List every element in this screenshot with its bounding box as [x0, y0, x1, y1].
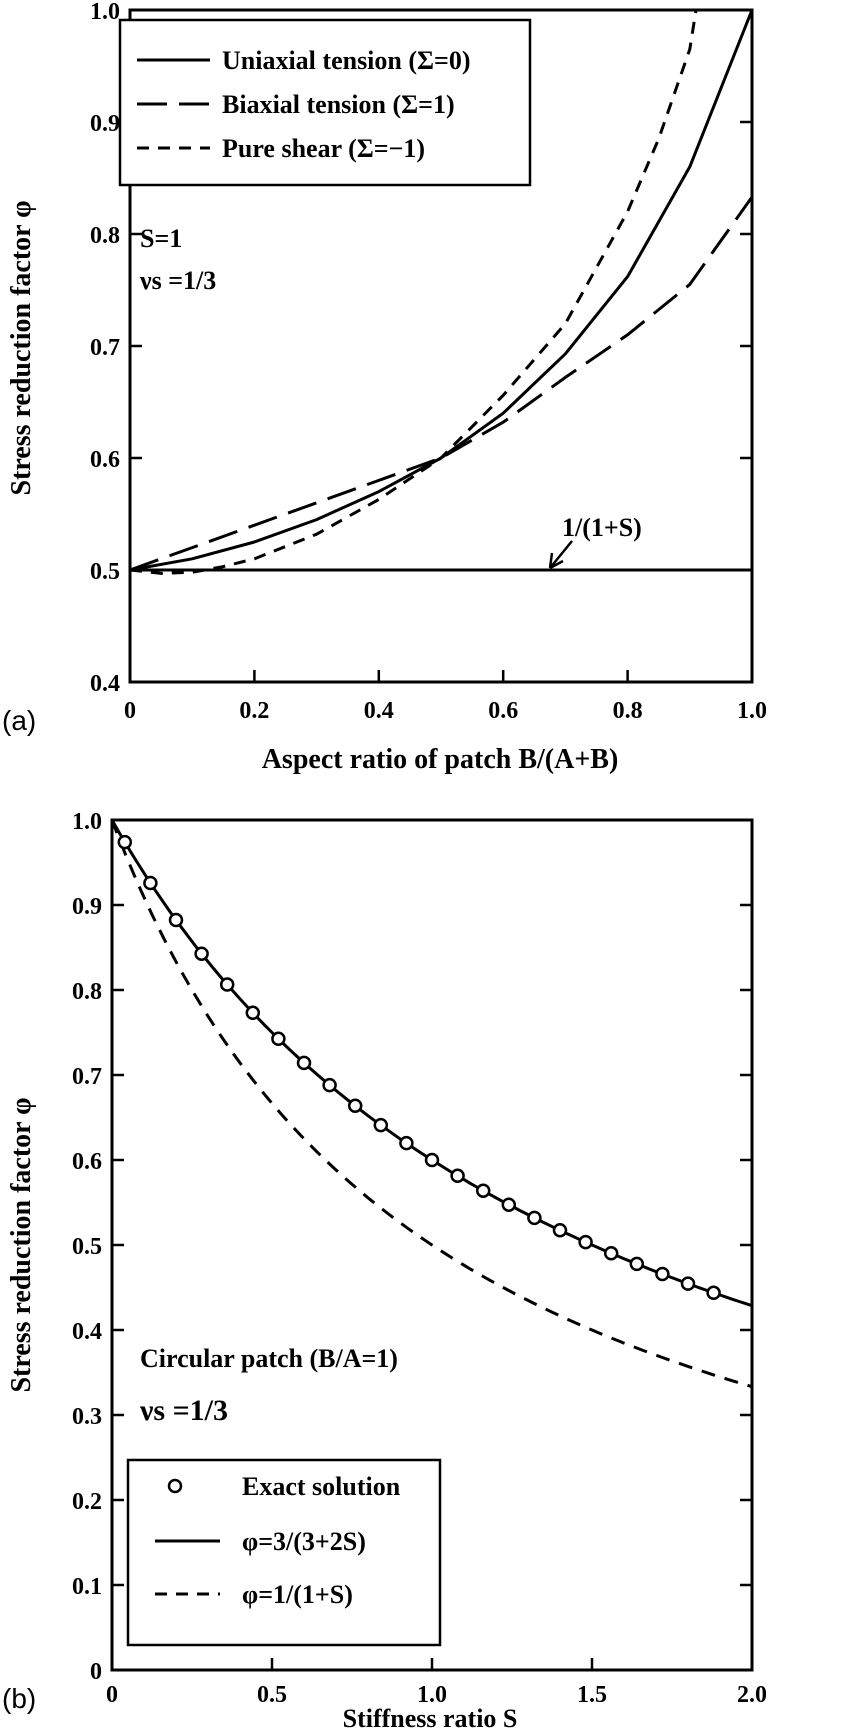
x-tick-label: 0.5	[257, 1682, 287, 1708]
x-tick-label: 1.0	[737, 698, 767, 724]
exact-solution-point	[347, 1098, 363, 1114]
exact-solution-point	[271, 1031, 286, 1047]
exact-solution-point	[475, 1183, 491, 1198]
series-line-biaxial	[129, 196, 754, 572]
exact-solution-point	[527, 1210, 542, 1226]
panel-a: 0 0.2 0.4 0.6 0.8 1.0 0.4 0.5 0.6 0.7 0.8 0.9 1.0 Un…	[2, 0, 767, 775]
x-tick-label: 0.8	[613, 698, 643, 724]
exact-solution-point	[168, 912, 184, 928]
panel-b-ticks: 0 0.5 1.0 1.5 2.0 0 0.1 0.2 0.3 0.4 0.5 0.6 0.7 0.8 0.…	[72, 809, 767, 1708]
legend-label-exact: Exact solution	[242, 1472, 401, 1501]
circular-patch-label: Circular patch (B/A=1)	[140, 1344, 398, 1373]
exact-solution-point	[143, 875, 158, 891]
exact-solution-point	[501, 1197, 517, 1212]
y-tick-label: 0.7	[72, 1064, 102, 1090]
x-tick-label: 0.6	[488, 698, 518, 724]
exact-solution-point	[680, 1276, 696, 1291]
annotation-arrowhead	[548, 552, 564, 570]
y-tick-label: 1.0	[90, 0, 120, 25]
x-tick-label: 0.4	[364, 698, 394, 724]
exact-solution-point	[194, 946, 209, 961]
exact-solution-point	[552, 1223, 568, 1238]
reference-line-label: 1/(1+S)	[562, 513, 642, 542]
y-tick-label: 0.9	[90, 111, 120, 137]
y-tick-label: 0.6	[72, 1149, 102, 1175]
exact-solution-point	[245, 1005, 261, 1021]
panel-b-y-axis-title: Stress reduction factor φ	[6, 1097, 37, 1392]
s-value-label: S=1	[140, 224, 182, 253]
x-tick-label: 0.2	[239, 698, 269, 724]
panel-a-ticks: 0 0.2 0.4 0.6 0.8 1.0 0.4 0.5 0.6 0.7 0.8 0.9 1.0	[90, 0, 767, 724]
exact-solution-point	[219, 977, 235, 992]
panel-b-label: (b)	[2, 1683, 36, 1714]
y-tick-label: 0.3	[72, 1404, 102, 1430]
exact-solution-point	[296, 1055, 312, 1071]
legend-marker-exact	[167, 1478, 183, 1494]
y-tick-label: 0.7	[90, 335, 120, 361]
y-tick-label: 0.8	[72, 979, 102, 1005]
y-tick-label: 0.8	[90, 223, 120, 249]
exact-solution-point	[117, 834, 133, 850]
y-tick-label: 1.0	[72, 809, 102, 835]
y-tick-label: 0.6	[90, 447, 120, 473]
y-tick-label: 0.4	[72, 1319, 102, 1345]
exact-solution-point	[450, 1168, 465, 1184]
legend-label-phi-exact-formula: φ=3/(3+2S)	[242, 1527, 366, 1556]
x-tick-label: 0	[106, 1682, 118, 1708]
exact-solution-point	[424, 1152, 440, 1168]
series-line-approx	[110, 819, 753, 1389]
series-line-exact-formula	[110, 819, 753, 1308]
x-tick-label: 0	[124, 698, 136, 724]
exact-solution-point	[322, 1077, 337, 1093]
x-tick-label: 1.0	[417, 1682, 447, 1708]
legend-label-phi-approx: φ=1/(1+S)	[242, 1580, 353, 1609]
legend-label-pure-shear: Pure shear (Σ=−1)	[222, 134, 425, 163]
y-tick-label: 0.9	[72, 894, 102, 920]
exact-solution-point	[706, 1285, 721, 1301]
exact-solution-point	[603, 1246, 619, 1261]
exact-solution-point	[655, 1266, 670, 1282]
annotation-arrow	[549, 540, 573, 569]
panel-b: 0 0.5 1.0 1.5 2.0 0 0.1 0.2 0.3 0.4 0.5 0.6 0.7 0.8 0.…	[2, 809, 767, 1732]
y-tick-label: 0.5	[72, 1234, 102, 1260]
legend-label-uniaxial: Uniaxial tension (Σ=0)	[222, 46, 471, 75]
panel-b-curves	[110, 819, 753, 1389]
exact-solution-point	[373, 1117, 389, 1133]
y-tick-label: 0.5	[90, 559, 120, 585]
panel-a-label: (a)	[2, 705, 36, 736]
poisson-ratio-label: νs =1/3	[139, 1394, 228, 1427]
exact-solution-point	[629, 1256, 645, 1272]
y-tick-label: 0	[90, 1659, 102, 1685]
panel-b-x-axis-title: Stiffness ratio S	[343, 1704, 518, 1732]
x-tick-label: 2.0	[737, 1682, 767, 1708]
panel-a-y-axis-title: Stress reduction factor φ	[6, 200, 37, 495]
y-tick-label: 0.1	[72, 1574, 102, 1600]
panel-a-x-axis-title: Aspect ratio of patch B/(A+B)	[262, 744, 619, 775]
x-tick-label: 1.5	[577, 1682, 607, 1708]
exact-solution-point	[399, 1135, 414, 1151]
poisson-ratio-label: νs =1/3	[139, 266, 216, 295]
y-tick-label: 0.2	[72, 1489, 102, 1515]
y-tick-label: 0.4	[90, 671, 120, 697]
legend-label-biaxial: Biaxial tension (Σ=1)	[222, 90, 455, 119]
exact-solution-point	[578, 1234, 593, 1250]
